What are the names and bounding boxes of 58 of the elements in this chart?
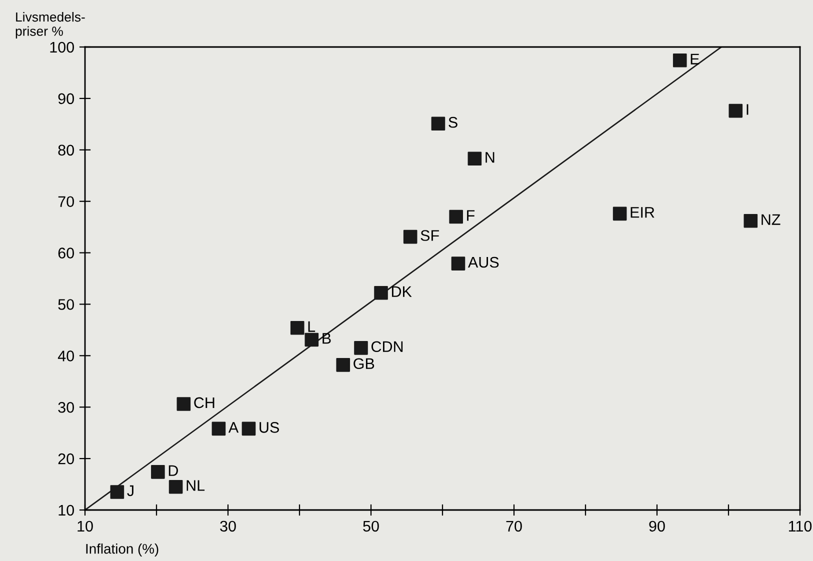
point	[672, 53, 687, 68]
point	[431, 116, 446, 131]
y-tick-label: 20	[58, 453, 74, 464]
y-tick-label: 10	[58, 504, 74, 516]
annotation: N	[486, 152, 494, 163]
point	[242, 422, 256, 436]
annotation: L	[308, 321, 316, 332]
annotation: NZ	[762, 214, 780, 225]
annotation: A	[228, 422, 239, 433]
point	[449, 210, 463, 224]
x-tick-label: 70	[506, 520, 522, 532]
point	[212, 422, 226, 436]
y-tick-label: 40	[58, 350, 74, 362]
x-tick-label: 50	[363, 520, 379, 532]
x-tick-label: 30	[220, 520, 236, 532]
annotation: GB	[354, 358, 374, 370]
y-tick-label: 60	[58, 248, 74, 258]
point	[468, 152, 482, 166]
point	[290, 320, 304, 335]
y-tick-label: 70	[58, 196, 74, 208]
x-tick-label: 110	[788, 520, 812, 532]
annotation: DK	[392, 286, 412, 297]
point	[110, 485, 124, 499]
point	[374, 286, 388, 300]
x-tick-label: 10	[78, 520, 93, 532]
annotation: CDN	[371, 341, 403, 352]
annotation: D	[168, 465, 178, 476]
annotation: US	[260, 422, 279, 433]
y-tick-label: 50	[58, 299, 74, 310]
point	[612, 206, 627, 221]
point	[728, 104, 743, 118]
y-tick-label: 90	[58, 93, 74, 104]
x-axis-title: Inflation (%)	[86, 544, 158, 556]
point	[168, 480, 183, 494]
annotation: NL	[186, 480, 205, 491]
point	[403, 230, 418, 244]
y-tick-label: 80	[58, 144, 74, 156]
point	[354, 341, 368, 355]
annotation: S	[448, 116, 458, 128]
point	[336, 358, 350, 372]
point	[304, 332, 319, 347]
point	[744, 214, 758, 228]
annotation: SF	[420, 230, 439, 241]
y-axis-title: Livsmedels- priser %	[16, 12, 85, 39]
point	[176, 397, 191, 411]
point	[451, 256, 466, 270]
annotation: AUS	[468, 256, 499, 268]
annotation: EIR	[630, 207, 654, 218]
annotation: I	[746, 104, 748, 115]
annotation: F	[467, 210, 475, 221]
point	[151, 465, 165, 479]
annotation: CH	[194, 397, 214, 408]
annotation: J	[127, 485, 134, 496]
y-tick-label: 100	[50, 42, 74, 53]
annotation: E	[690, 54, 700, 64]
y-tick-label: 30	[58, 402, 74, 413]
x-tick-label: 90	[649, 520, 665, 532]
annotation: B	[322, 333, 331, 344]
